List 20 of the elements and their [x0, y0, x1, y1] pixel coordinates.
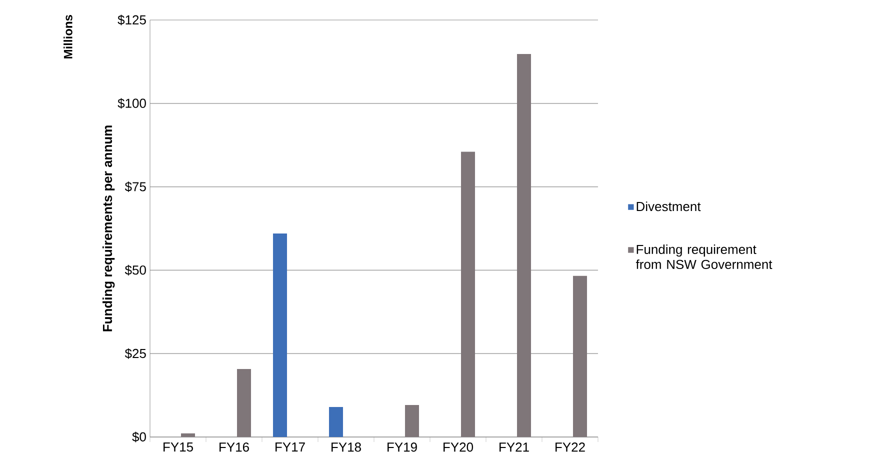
- x-tick-label: FY16: [220, 442, 249, 452]
- bar: [329, 406, 344, 437]
- y-tick-label: $75: [124, 182, 146, 192]
- x-tick-label: FY20: [444, 442, 474, 452]
- x-tick-label: FY15: [164, 442, 193, 452]
- y-tick-label: $125: [118, 14, 146, 26]
- text: Millions: [64, 15, 72, 58]
- bar: [273, 234, 288, 437]
- y-axis-title: Funding requirements per annum: [102, 126, 115, 332]
- legend-label: Funding requirement from NSW Government: [636, 244, 772, 270]
- x-tick-label: FY22: [556, 442, 585, 452]
- y-tick-label: $100: [118, 98, 146, 109]
- y-tick-label: $25: [124, 348, 146, 359]
- x-tick-label: FY19: [388, 442, 417, 452]
- legend-label: Divestment: [636, 202, 701, 212]
- x-tick-label: FY17: [276, 442, 305, 452]
- y-tick-label: $0: [132, 432, 146, 442]
- y-tick-label: $50: [124, 264, 146, 276]
- x-tick-label: FY18: [332, 442, 361, 452]
- x-tick-label: FY21: [500, 442, 529, 452]
